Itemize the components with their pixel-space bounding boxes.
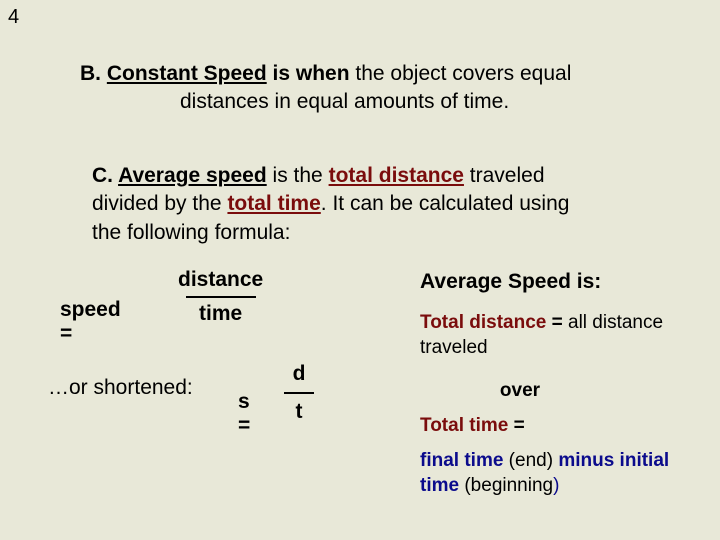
short-formula-den: t — [296, 400, 303, 423]
short-fraction-bar — [284, 392, 314, 394]
short-formula-fraction: d t — [284, 362, 314, 424]
short-formula-num: d — [293, 362, 306, 385]
section-b-line2: distances in equal amounts of time. — [80, 88, 660, 116]
section-b: B. Constant Speed is when the object cov… — [80, 60, 660, 117]
tt-label: Total time — [420, 415, 508, 436]
section-b-term: Constant Speed — [107, 62, 267, 85]
total-time-line: Total time = — [420, 413, 690, 438]
section-c-prefix: C. — [92, 164, 118, 187]
begin-paren: (beginning — [459, 475, 553, 496]
final-time-line: final time (end) minus initial time (beg… — [420, 448, 690, 498]
page-number: 4 — [8, 6, 19, 29]
average-speed-block: Average Speed is: Total distance = all d… — [420, 268, 690, 498]
avg-title: Average Speed is: — [420, 268, 690, 296]
section-c: C. Average speed is the total distance t… — [92, 162, 600, 247]
total-distance-line: Total distance = all distance traveled — [420, 310, 690, 360]
section-c-total-time: total time — [227, 192, 320, 215]
section-b-bold-after: is when — [267, 62, 356, 85]
section-b-rest1: the object covers equal — [355, 62, 571, 85]
over-text: over — [460, 378, 580, 403]
minus: minus — [558, 450, 614, 471]
formula-lhs: speed = — [60, 298, 121, 346]
formula-denominator: time — [178, 302, 263, 326]
td-label: Total distance — [420, 312, 546, 333]
fraction-bar — [186, 296, 256, 298]
section-b-prefix: B. — [80, 62, 107, 85]
formula-fraction: distance time — [178, 268, 263, 326]
formula-numerator: distance — [178, 268, 263, 292]
section-c-t1: is the — [267, 164, 329, 187]
final-time: final time — [420, 450, 503, 471]
end-paren: (end) — [503, 450, 558, 471]
section-c-term: Average speed — [118, 164, 267, 187]
tt-eq: = — [508, 415, 524, 436]
td-eq: = — [546, 312, 568, 333]
close-paren: ) — [553, 475, 559, 496]
shortened-label: …or shortened: — [48, 376, 193, 400]
short-formula-lhs: s = — [238, 390, 250, 438]
section-c-total-distance: total distance — [329, 164, 464, 187]
